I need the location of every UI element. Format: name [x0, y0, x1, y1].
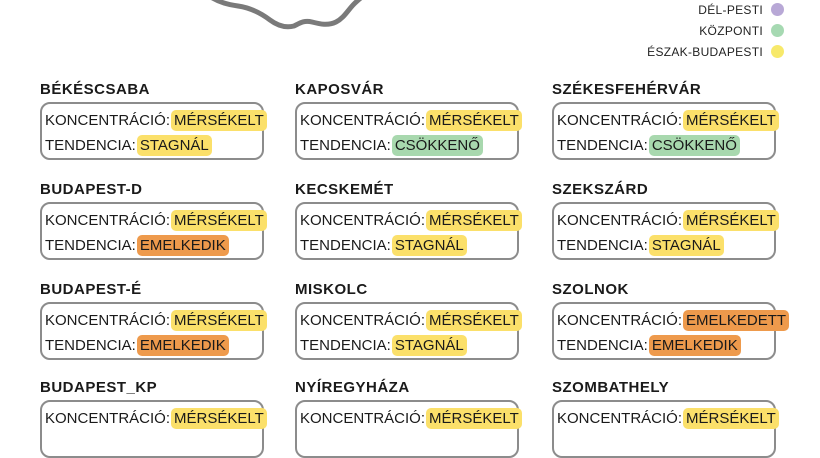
city-card: BUDAPEST-É KONCENTRÁCIÓ: MÉRSÉKELT TENDEN…	[40, 280, 267, 360]
city-card: BUDAPEST-D KONCENTRÁCIÓ: MÉRSÉKELT TENDEN…	[40, 180, 267, 260]
city-card: SZÉKESFEHÉRVÁR KONCENTRÁCIÓ: MÉRSÉKELT TE…	[552, 80, 779, 160]
concentration-label: KONCENTRÁCIÓ:	[557, 212, 683, 229]
concentration-badge: MÉRSÉKELT	[683, 210, 779, 231]
legend-item: DÉL-PESTI	[647, 0, 784, 19]
status-box: KONCENTRÁCIÓ: MÉRSÉKELT TENDENCIA: STAGNÁL	[295, 202, 522, 260]
city-name: BÉKÉSCSABA	[40, 81, 151, 98]
status-box: KONCENTRÁCIÓ: MÉRSÉKELT TENDENCIA: CSÖKKEN…	[552, 102, 779, 160]
concentration-badge: MÉRSÉKELT	[683, 408, 779, 429]
concentration-badge: MÉRSÉKELT	[426, 408, 522, 429]
concentration-label: KONCENTRÁCIÓ:	[300, 112, 426, 129]
city-name: BUDAPEST_KP	[40, 379, 158, 396]
trend-label: TENDENCIA:	[45, 137, 136, 154]
status-box: KONCENTRÁCIÓ: MÉRSÉKELT	[295, 400, 522, 458]
concentration-label: KONCENTRÁCIÓ:	[45, 410, 171, 427]
status-box: KONCENTRÁCIÓ: MÉRSÉKELT TENDENCIA: STAGNÁL	[552, 202, 779, 260]
legend: DÉL-PESTI KÖZPONTI ÉSZAK-BUDAPESTI	[647, 0, 784, 61]
city-name: SZEKSZÁRD	[552, 181, 649, 198]
trend-badge: STAGNÁL	[136, 135, 212, 156]
concentration-label: KONCENTRÁCIÓ:	[45, 212, 171, 229]
city-name: BUDAPEST-D	[40, 181, 143, 198]
trend-badge: STAGNÁL	[391, 335, 467, 356]
city-card: KAPOSVÁR KONCENTRÁCIÓ: MÉRSÉKELT TENDENCI…	[295, 80, 522, 160]
trend-badge: CSÖKKENŐ	[648, 135, 740, 156]
trend-badge: STAGNÁL	[391, 235, 467, 256]
concentration-label: KONCENTRÁCIÓ:	[300, 410, 426, 427]
legend-dot	[771, 24, 784, 37]
city-name: KECSKEMÉT	[295, 181, 394, 198]
city-card: SZOLNOK KONCENTRÁCIÓ: EMELKEDETT TENDENCI…	[552, 280, 790, 360]
concentration-badge: MÉRSÉKELT	[171, 408, 267, 429]
concentration-badge: MÉRSÉKELT	[426, 110, 522, 131]
concentration-badge: MÉRSÉKELT	[171, 210, 267, 231]
concentration-label: KONCENTRÁCIÓ:	[45, 312, 171, 329]
trend-label: TENDENCIA:	[557, 137, 648, 154]
trend-label: TENDENCIA:	[557, 237, 648, 254]
city-card: SZOMBATHELY KONCENTRÁCIÓ: MÉRSÉKELT	[552, 378, 779, 458]
trend-label: TENDENCIA:	[300, 337, 391, 354]
trend-badge: EMELKEDIK	[136, 235, 229, 256]
status-box: KONCENTRÁCIÓ: MÉRSÉKELT TENDENCIA: STAGNÁL	[295, 302, 522, 360]
status-box: KONCENTRÁCIÓ: EMELKEDETT TENDENCIA: EMELKE…	[552, 302, 790, 360]
city-name: MISKOLC	[295, 281, 368, 298]
status-box: KONCENTRÁCIÓ: MÉRSÉKELT TENDENCIA: CSÖKKEN…	[295, 102, 522, 160]
city-name: SZÉKESFEHÉRVÁR	[552, 81, 702, 98]
concentration-label: KONCENTRÁCIÓ:	[45, 112, 171, 129]
concentration-badge: MÉRSÉKELT	[683, 110, 779, 131]
concentration-badge: MÉRSÉKELT	[426, 310, 522, 331]
concentration-label: KONCENTRÁCIÓ:	[557, 312, 683, 329]
trend-badge: CSÖKKENŐ	[391, 135, 483, 156]
city-name: BUDAPEST-É	[40, 281, 142, 298]
city-card: KECSKEMÉT KONCENTRÁCIÓ: MÉRSÉKELT TENDENC…	[295, 180, 522, 260]
city-name: SZOMBATHELY	[552, 379, 670, 396]
city-name: NYÍREGYHÁZA	[295, 379, 410, 396]
trend-badge: EMELKEDIK	[136, 335, 229, 356]
status-box: KONCENTRÁCIÓ: MÉRSÉKELT	[40, 400, 267, 458]
legend-dot	[771, 45, 784, 58]
city-name: SZOLNOK	[552, 281, 629, 298]
status-box: KONCENTRÁCIÓ: MÉRSÉKELT TENDENCIA: EMELKED…	[40, 302, 267, 360]
concentration-badge: MÉRSÉKELT	[426, 210, 522, 231]
legend-label: ÉSZAK-BUDAPESTI	[647, 44, 763, 59]
concentration-label: KONCENTRÁCIÓ:	[300, 212, 426, 229]
concentration-label: KONCENTRÁCIÓ:	[300, 312, 426, 329]
legend-label: DÉL-PESTI	[698, 2, 763, 17]
legend-label: KÖZPONTI	[699, 23, 763, 38]
trend-badge: STAGNÁL	[648, 235, 724, 256]
concentration-label: KONCENTRÁCIÓ:	[557, 112, 683, 129]
city-card: NYÍREGYHÁZA KONCENTRÁCIÓ: MÉRSÉKELT	[295, 378, 522, 458]
city-card: SZEKSZÁRD KONCENTRÁCIÓ: MÉRSÉKELT TENDENC…	[552, 180, 779, 260]
legend-item: ÉSZAK-BUDAPESTI	[647, 42, 784, 61]
status-box: KONCENTRÁCIÓ: MÉRSÉKELT TENDENCIA: EMELKED…	[40, 202, 267, 260]
status-box: KONCENTRÁCIÓ: MÉRSÉKELT	[552, 400, 779, 458]
legend-item: KÖZPONTI	[647, 21, 784, 40]
hungary-map-outline	[211, 0, 363, 30]
trend-label: TENDENCIA:	[45, 337, 136, 354]
trend-label: TENDENCIA:	[300, 137, 391, 154]
concentration-label: KONCENTRÁCIÓ:	[557, 410, 683, 427]
city-card: BUDAPEST_KP KONCENTRÁCIÓ: MÉRSÉKELT	[40, 378, 267, 458]
concentration-badge: MÉRSÉKELT	[171, 310, 267, 331]
city-card: MISKOLC KONCENTRÁCIÓ: MÉRSÉKELT TENDENCIA…	[295, 280, 522, 360]
concentration-badge: EMELKEDETT	[683, 310, 790, 331]
concentration-badge: MÉRSÉKELT	[171, 110, 267, 131]
trend-label: TENDENCIA:	[300, 237, 391, 254]
trend-badge: EMELKEDIK	[648, 335, 741, 356]
legend-dot	[771, 3, 784, 16]
trend-label: TENDENCIA:	[557, 337, 648, 354]
city-card: BÉKÉSCSABA KONCENTRÁCIÓ: MÉRSÉKELT TENDEN…	[40, 80, 267, 160]
city-name: KAPOSVÁR	[295, 81, 385, 98]
status-box: KONCENTRÁCIÓ: MÉRSÉKELT TENDENCIA: STAGNÁL	[40, 102, 267, 160]
trend-label: TENDENCIA:	[45, 237, 136, 254]
